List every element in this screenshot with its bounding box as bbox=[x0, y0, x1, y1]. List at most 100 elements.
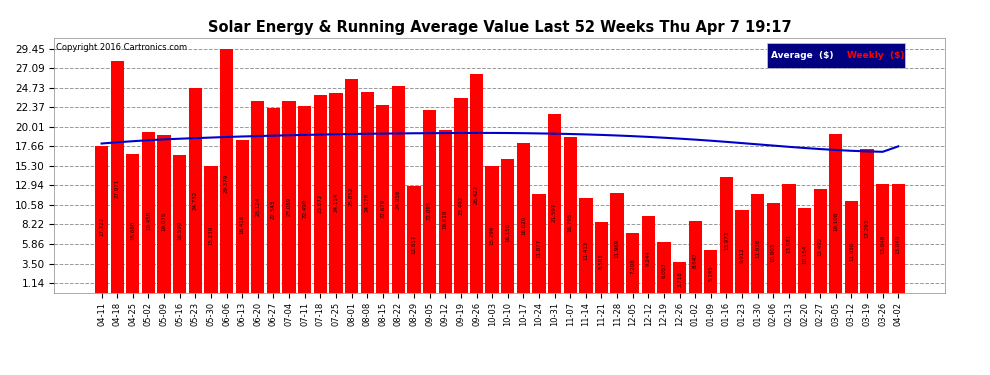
Text: 21.597: 21.597 bbox=[552, 202, 557, 222]
Bar bbox=[142, 132, 155, 292]
Bar bbox=[251, 101, 264, 292]
Text: 19.075: 19.075 bbox=[161, 212, 166, 231]
Text: 18.795: 18.795 bbox=[567, 213, 573, 232]
Bar bbox=[595, 222, 608, 292]
Text: Weekly  ($): Weekly ($) bbox=[847, 51, 905, 60]
Text: 10.803: 10.803 bbox=[771, 243, 776, 262]
Text: 19.619: 19.619 bbox=[443, 210, 447, 229]
Bar bbox=[611, 194, 624, 292]
Bar bbox=[798, 209, 811, 292]
Text: 17.293: 17.293 bbox=[864, 219, 869, 238]
Bar bbox=[470, 74, 483, 292]
Bar bbox=[189, 88, 202, 292]
Text: 7.208: 7.208 bbox=[631, 258, 636, 273]
Bar bbox=[485, 166, 499, 292]
Bar bbox=[657, 242, 670, 292]
Bar bbox=[330, 93, 343, 292]
Text: 19.108: 19.108 bbox=[834, 212, 839, 231]
Text: 11.413: 11.413 bbox=[583, 240, 588, 260]
Bar bbox=[751, 194, 764, 292]
Bar bbox=[423, 110, 437, 292]
Bar bbox=[204, 166, 218, 292]
Bar bbox=[111, 61, 124, 292]
Text: 11.050: 11.050 bbox=[849, 242, 854, 261]
Bar bbox=[360, 92, 374, 292]
Text: 22.095: 22.095 bbox=[427, 201, 433, 220]
Text: 11.938: 11.938 bbox=[755, 238, 760, 258]
Bar bbox=[720, 177, 734, 292]
Text: 11.877: 11.877 bbox=[537, 238, 542, 258]
Bar bbox=[282, 101, 296, 292]
Bar bbox=[157, 135, 170, 292]
Text: 13.081: 13.081 bbox=[786, 234, 791, 254]
Bar bbox=[814, 189, 827, 292]
Text: 12.492: 12.492 bbox=[818, 236, 823, 256]
Bar bbox=[830, 134, 842, 292]
Bar bbox=[673, 262, 686, 292]
Bar bbox=[345, 78, 358, 292]
Bar bbox=[408, 186, 421, 292]
Bar bbox=[533, 194, 545, 292]
Bar bbox=[314, 95, 327, 292]
Text: 9.912: 9.912 bbox=[740, 248, 744, 264]
Text: 22.490: 22.490 bbox=[302, 199, 307, 218]
Text: 8.501: 8.501 bbox=[599, 253, 604, 269]
Bar bbox=[392, 86, 405, 292]
Text: 3.718: 3.718 bbox=[677, 271, 682, 286]
Bar bbox=[126, 154, 140, 292]
Text: 5.145: 5.145 bbox=[709, 266, 714, 281]
Bar bbox=[173, 155, 186, 292]
Bar bbox=[501, 159, 515, 292]
Text: 24.178: 24.178 bbox=[364, 193, 369, 212]
Bar bbox=[642, 216, 655, 292]
Bar bbox=[454, 98, 467, 292]
Text: 24.958: 24.958 bbox=[396, 190, 401, 209]
Bar bbox=[563, 137, 577, 292]
Bar bbox=[860, 149, 874, 292]
Bar bbox=[579, 198, 592, 292]
Text: 25.852: 25.852 bbox=[349, 187, 354, 206]
Text: 18.020: 18.020 bbox=[521, 216, 526, 235]
Text: 11.969: 11.969 bbox=[615, 238, 620, 258]
Text: 15.239: 15.239 bbox=[209, 226, 214, 245]
Bar bbox=[704, 250, 718, 292]
Text: 9.244: 9.244 bbox=[645, 250, 650, 266]
Bar bbox=[517, 143, 530, 292]
Text: 6.057: 6.057 bbox=[661, 262, 666, 278]
Text: 24.114: 24.114 bbox=[334, 193, 339, 212]
Text: 29.379: 29.379 bbox=[224, 174, 229, 193]
Bar bbox=[844, 201, 858, 292]
Bar bbox=[736, 210, 748, 292]
Text: 23.089: 23.089 bbox=[286, 197, 291, 216]
Bar bbox=[626, 233, 640, 292]
Text: 22.343: 22.343 bbox=[271, 200, 276, 219]
Bar bbox=[548, 114, 561, 292]
Bar bbox=[782, 184, 796, 292]
Bar bbox=[376, 105, 389, 292]
Text: 16.599: 16.599 bbox=[177, 221, 182, 240]
Bar bbox=[298, 106, 311, 292]
Text: 23.492: 23.492 bbox=[458, 195, 463, 214]
Text: 16.150: 16.150 bbox=[505, 223, 510, 242]
Text: 24.732: 24.732 bbox=[193, 191, 198, 210]
Bar bbox=[236, 140, 248, 292]
Bar bbox=[689, 221, 702, 292]
Text: 12.817: 12.817 bbox=[412, 235, 417, 254]
Text: Copyright 2016 Cartronics.com: Copyright 2016 Cartronics.com bbox=[56, 43, 187, 52]
Bar bbox=[766, 203, 780, 292]
Bar bbox=[876, 184, 889, 292]
Text: 27.971: 27.971 bbox=[115, 179, 120, 198]
Text: Average  ($): Average ($) bbox=[771, 51, 834, 60]
Text: 19.450: 19.450 bbox=[146, 210, 150, 230]
Text: 8.647: 8.647 bbox=[693, 252, 698, 268]
Bar bbox=[892, 184, 905, 292]
Bar bbox=[95, 146, 108, 292]
Text: 15.299: 15.299 bbox=[490, 226, 495, 245]
Text: 22.679: 22.679 bbox=[380, 198, 385, 217]
Bar bbox=[439, 130, 451, 292]
Text: 10.154: 10.154 bbox=[802, 245, 807, 264]
Bar bbox=[220, 50, 234, 292]
Text: 26.422: 26.422 bbox=[474, 184, 479, 204]
Text: 16.680: 16.680 bbox=[131, 221, 136, 240]
Text: 13.049: 13.049 bbox=[896, 234, 901, 254]
